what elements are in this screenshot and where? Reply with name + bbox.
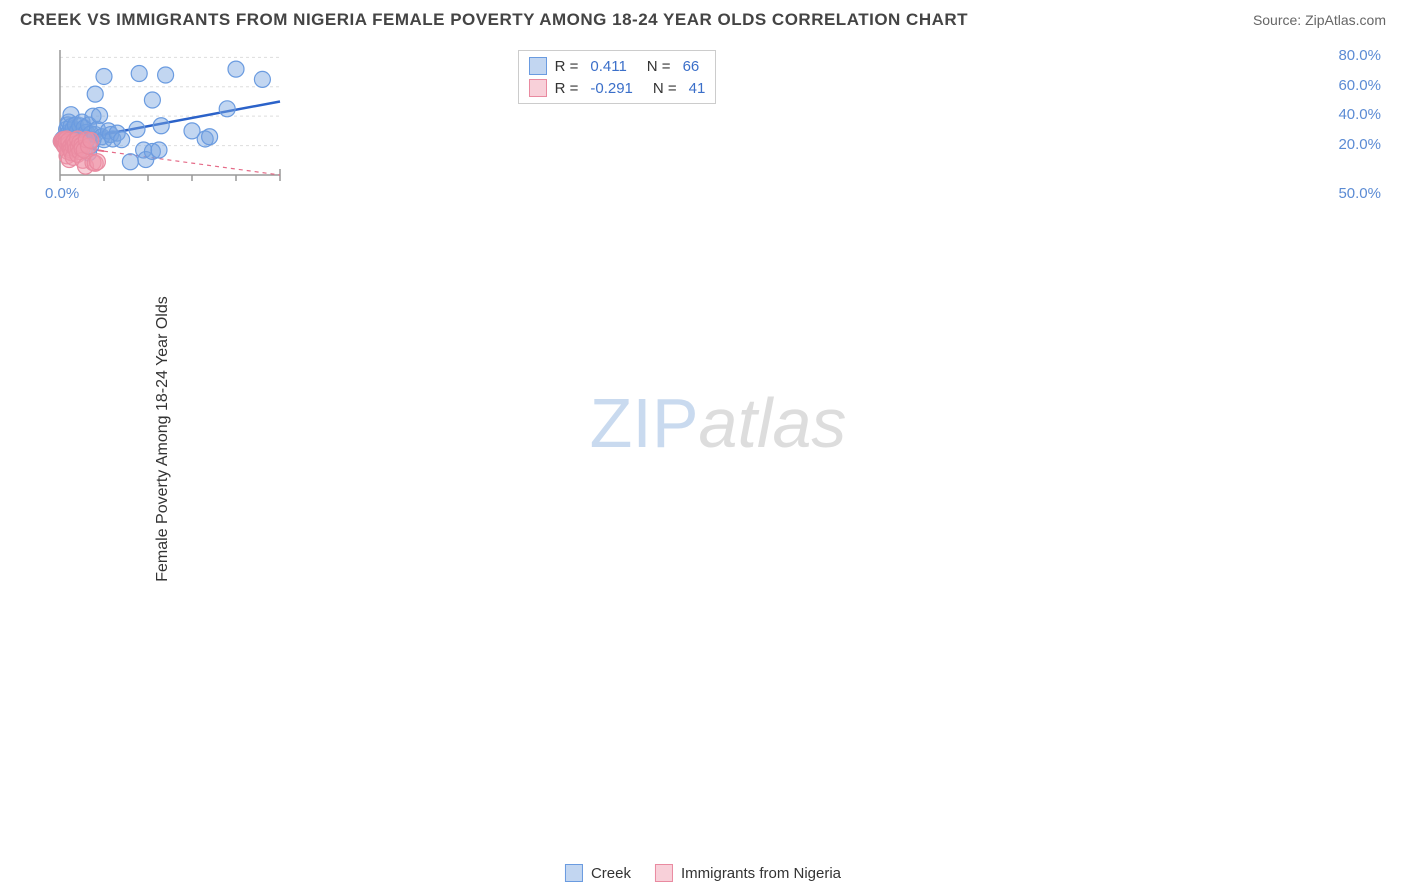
watermark-atlas: atlas [699, 384, 847, 462]
correlation-legend: R = 0.411 N = 66 R = -0.291 N = 41 [518, 50, 717, 104]
legend-item: Immigrants from Nigeria [655, 864, 841, 882]
watermark: ZIPatlas [590, 383, 847, 463]
legend-item: Creek [565, 864, 631, 882]
n-label: N = [647, 58, 671, 75]
y-tick-label: 20.0% [1338, 136, 1381, 153]
n-value: 66 [683, 58, 700, 75]
legend-label: Immigrants from Nigeria [681, 865, 841, 882]
page-title: CREEK VS IMMIGRANTS FROM NIGERIA FEMALE … [20, 10, 968, 30]
n-label: N = [653, 80, 677, 97]
source-attribution: Source: ZipAtlas.com [1253, 12, 1386, 28]
y-axis-label: Female Poverty Among 18-24 Year Olds [154, 296, 172, 582]
legend-swatch [529, 79, 547, 97]
r-value: 0.411 [590, 58, 626, 75]
legend-stat-row: R = 0.411 N = 66 [529, 55, 706, 77]
legend-label: Creek [591, 865, 631, 882]
legend-swatch [565, 864, 583, 882]
legend-stat-row: R = -0.291 N = 41 [529, 77, 706, 99]
series-legend: Creek Immigrants from Nigeria [565, 864, 841, 882]
legend-swatch [655, 864, 673, 882]
r-label: R = [555, 80, 579, 97]
scatter-plot [50, 45, 350, 195]
n-value: 41 [689, 80, 706, 97]
legend-swatch [529, 57, 547, 75]
r-value: -0.291 [590, 80, 633, 97]
y-tick-label: 40.0% [1338, 106, 1381, 123]
x-tick-label: 50.0% [1338, 185, 1381, 202]
y-tick-label: 60.0% [1338, 77, 1381, 94]
chart-container: Female Poverty Among 18-24 Year Olds ZIP… [50, 45, 1386, 832]
r-label: R = [555, 58, 579, 75]
y-tick-label: 80.0% [1338, 47, 1381, 64]
x-tick-label: 0.0% [45, 185, 79, 202]
watermark-zip: ZIP [590, 384, 699, 462]
